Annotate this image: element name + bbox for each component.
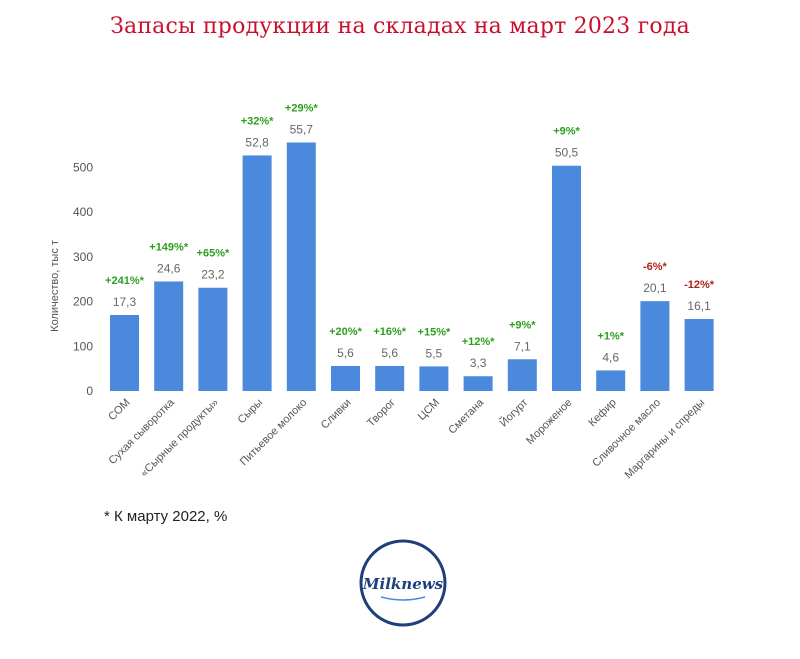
change-label: +15%* <box>418 326 451 338</box>
bar <box>684 319 714 391</box>
value-label: 7,1 <box>514 339 531 353</box>
change-label: +241%* <box>105 275 145 287</box>
change-label: +1%* <box>597 330 624 342</box>
change-label: +29%* <box>285 102 318 114</box>
bar <box>640 301 670 391</box>
bar <box>375 365 405 391</box>
value-label: 3,3 <box>470 356 487 370</box>
bar <box>463 376 493 391</box>
bar <box>419 366 449 391</box>
bar <box>596 370 626 391</box>
y-tick-label: 400 <box>73 205 93 219</box>
value-label: 5,5 <box>426 346 443 360</box>
bar <box>198 287 228 391</box>
change-label: +32%* <box>241 115 274 127</box>
value-label: 24,6 <box>157 261 181 275</box>
milknews-logo: Milknews <box>359 539 447 627</box>
change-label: +16%* <box>373 326 406 338</box>
bar <box>154 281 184 391</box>
bar <box>507 359 537 391</box>
bars-group <box>110 142 714 391</box>
category-label: Сыры <box>236 397 266 427</box>
y-tick-label: 200 <box>73 295 93 309</box>
bar <box>286 142 316 391</box>
chart-title: Запасы продукции на складах на март 2023… <box>110 14 690 39</box>
y-tick-label: 300 <box>73 250 93 264</box>
change-label: +12%* <box>462 336 495 348</box>
value-label: 5,6 <box>337 346 354 360</box>
value-label: 4,6 <box>602 350 619 364</box>
value-label: 5,6 <box>381 346 398 360</box>
bar <box>552 165 581 391</box>
change-label: -12%* <box>684 279 715 291</box>
change-label: +65%* <box>197 248 230 260</box>
bar <box>242 155 272 391</box>
value-label: 55,7 <box>290 122 314 136</box>
labels-group: 17,3 +241%* 24,6 +149%* 23,2 +65%* 52,8 +32%* 55… <box>105 102 715 370</box>
y-tick-label: 0 <box>86 384 93 398</box>
value-label: 17,3 <box>113 295 137 309</box>
change-label: +149%* <box>149 241 189 253</box>
y-axis: 0 100 200 300 400 500 Количество, тыс т <box>49 161 93 399</box>
value-label: 20,1 <box>643 281 667 295</box>
category-label: Сметана <box>446 396 487 437</box>
change-label: +9%* <box>509 319 536 331</box>
change-label: +20%* <box>329 326 362 338</box>
value-label: 50,5 <box>555 146 579 160</box>
y-axis-title: Количество, тыс т <box>49 240 61 332</box>
category-label: ЦСМ <box>416 397 442 423</box>
value-label: 23,2 <box>201 268 225 282</box>
footnote: * К марту 2022, % <box>104 508 228 525</box>
bar <box>110 315 139 391</box>
y-tick-label: 500 <box>73 161 93 175</box>
change-label: -6%* <box>643 261 668 273</box>
category-label: Мороженое <box>524 397 574 447</box>
category-label: Йогурт <box>497 396 530 429</box>
category-label: Творог <box>365 397 398 430</box>
category-label: «Сырные продукты» <box>138 397 221 480</box>
category-label: Маргарины и спреды <box>623 397 708 482</box>
y-tick-label: 100 <box>73 339 93 353</box>
bar <box>331 365 360 391</box>
category-label: Сливки <box>319 397 354 432</box>
category-label: СОМ <box>106 397 132 423</box>
value-label: 16,1 <box>687 299 711 313</box>
logo-text: Milknews <box>362 575 444 593</box>
change-label: +9%* <box>553 126 580 138</box>
value-label: 52,8 <box>245 135 269 149</box>
category-label: Кефир <box>586 397 618 429</box>
